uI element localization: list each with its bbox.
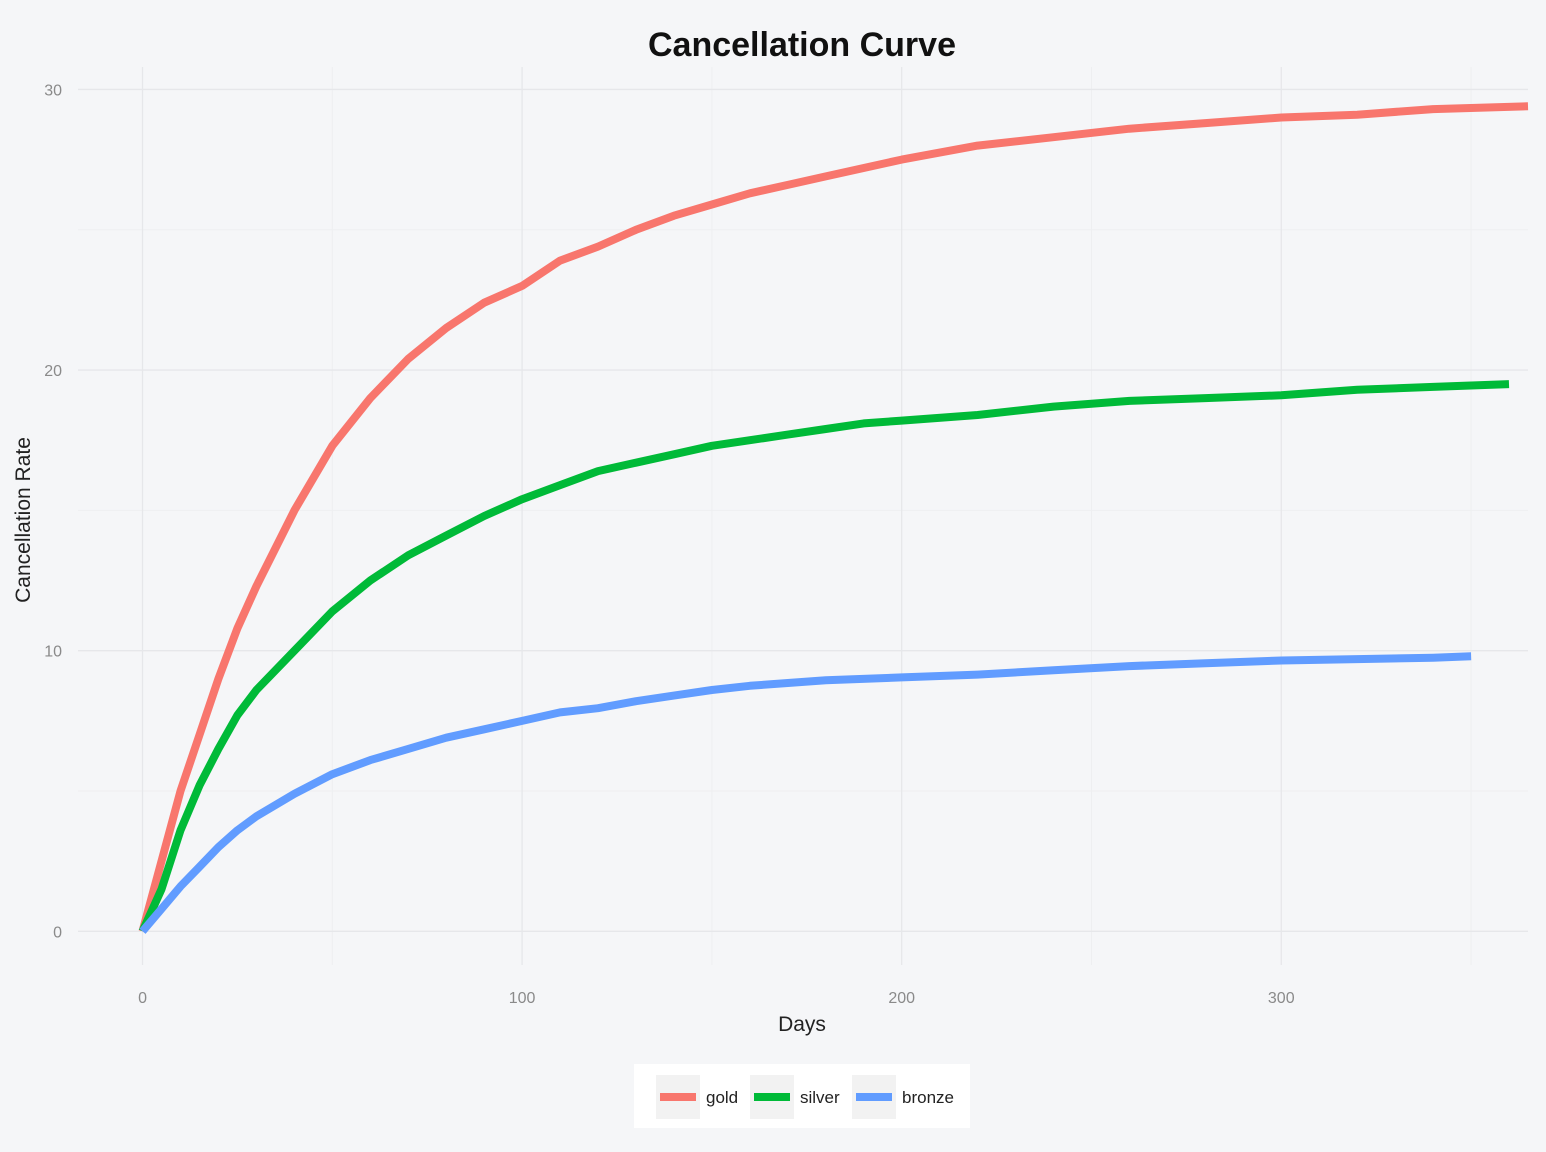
legend-label-bronze: bronze: [902, 1088, 954, 1107]
y-axis-ticks: 0 10 20 30: [44, 82, 62, 941]
y-tick-label: 20: [44, 363, 62, 380]
x-tick-label: 200: [888, 990, 915, 1007]
x-axis-title: Days: [778, 1013, 826, 1036]
series-line-silver: [138, 380, 1510, 933]
y-tick-label: 10: [44, 644, 62, 661]
x-tick-label: 300: [1268, 990, 1295, 1007]
series-line-bronze: [139, 652, 1472, 934]
legend: gold silver bronze: [634, 1064, 970, 1128]
y-axis-title: Cancellation Rate: [12, 437, 35, 603]
legend-label-silver: silver: [800, 1088, 840, 1107]
x-axis-ticks: 0 100 200 300: [138, 990, 1295, 1007]
x-tick-label: 100: [509, 990, 536, 1007]
x-tick-label: 0: [138, 990, 147, 1007]
y-tick-label: 0: [53, 924, 62, 941]
grid: [78, 67, 1528, 965]
series-lines: [138, 102, 1529, 934]
y-tick-label: 30: [44, 82, 62, 99]
chart-title: Cancellation Curve: [648, 26, 956, 64]
series-line-gold: [138, 102, 1529, 933]
legend-label-gold: gold: [706, 1088, 738, 1107]
